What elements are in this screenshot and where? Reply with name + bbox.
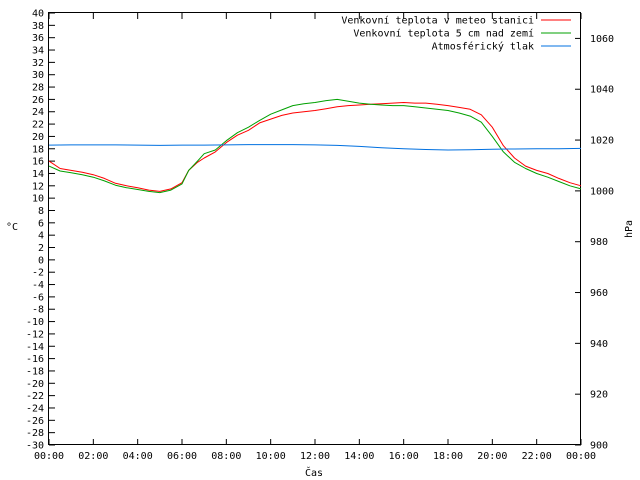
- y-tick-label: 40: [32, 9, 44, 20]
- y2-tick-label: 920: [590, 390, 608, 401]
- axes: 00:00 02:00 04:00 06:00 08:00 10:00 12:00 14:00…: [26, 9, 614, 463]
- series-layer: [48, 98, 582, 194]
- legend: Venkovní teplota v meteo staniciVenkovní…: [341, 15, 571, 53]
- x-axis-label: Čas: [305, 466, 323, 479]
- x-tick-label: 16:00: [389, 451, 419, 462]
- y-tick-label: 4: [38, 231, 44, 242]
- x-tick-label: 14:00: [344, 451, 374, 462]
- series-line-1: [48, 102, 582, 192]
- y2-tick-label: 960: [590, 288, 608, 299]
- y-tick-label: 2: [38, 243, 44, 254]
- x-tick-label: 20:00: [477, 451, 507, 462]
- y-tick-label: -12: [26, 329, 44, 340]
- y-tick-label: -20: [26, 379, 44, 390]
- y-tick-label: -4: [32, 280, 44, 291]
- y-tick-label: -6: [32, 292, 44, 303]
- x-tick-label: 12:00: [300, 451, 330, 462]
- y2-axis-label: hPa: [624, 220, 635, 238]
- y-tick-label: 38: [32, 21, 44, 32]
- legend-label-2: Venkovní teplota 5 cm nad zemí: [353, 28, 534, 40]
- y-tick-label: -8: [32, 305, 44, 316]
- y-tick-label: -26: [26, 416, 44, 427]
- y-tick-label: 6: [38, 218, 44, 229]
- y-tick-label: 10: [32, 194, 44, 205]
- y-tick-label: -28: [26, 428, 44, 439]
- y-axis-label: °C: [6, 222, 18, 233]
- series-line-2: [48, 98, 582, 194]
- x-tick-label: 02:00: [78, 451, 108, 462]
- x-tick-label: 06:00: [167, 451, 197, 462]
- x-tick-label: 00:00: [34, 451, 64, 462]
- y2-tick-label: 1040: [590, 85, 614, 96]
- y-tick-label: 36: [32, 33, 44, 44]
- y-tick-label: 24: [32, 107, 44, 118]
- y2-tick-label: 1000: [590, 186, 614, 197]
- y2-tick-label: 1020: [590, 136, 614, 147]
- y-tick-label: -16: [26, 354, 44, 365]
- x-tick-label: 08:00: [211, 451, 241, 462]
- y2-tick-label: 940: [590, 339, 608, 350]
- x-tick-label: 18:00: [433, 451, 463, 462]
- legend-label-1: Venkovní teplota v meteo stanici: [341, 15, 534, 27]
- y-tick-label: -30: [26, 441, 44, 452]
- y-tick-label: 30: [32, 70, 44, 81]
- y-tick-label: 18: [32, 144, 44, 155]
- x-tick-label: 04:00: [123, 451, 153, 462]
- y-tick-label: 28: [32, 83, 44, 94]
- x-tick-label: 00:00: [566, 451, 596, 462]
- y-tick-label: 8: [38, 206, 44, 217]
- y2-tick-label: 1060: [590, 34, 614, 45]
- y-tick-label: 14: [32, 169, 44, 180]
- legend-label-3: Atmosférický tlak: [432, 41, 534, 53]
- y2-tick-label: 900: [590, 441, 608, 452]
- y-tick-label: 20: [32, 132, 44, 143]
- y-tick-label: -24: [26, 403, 44, 414]
- y-tick-label: 0: [38, 255, 44, 266]
- y-tick-label: 26: [32, 95, 44, 106]
- y-tick-label: 12: [32, 181, 44, 192]
- plot-frame: [48, 12, 581, 445]
- y-tick-label: -10: [26, 317, 44, 328]
- y-tick-label: 34: [32, 46, 44, 57]
- y2-tick-label: 980: [590, 237, 608, 248]
- x-tick-label: 10:00: [256, 451, 286, 462]
- y-tick-label: -18: [26, 366, 44, 377]
- x-tick-label: 22:00: [522, 451, 552, 462]
- series-line-3: [48, 144, 582, 151]
- y-tick-label: 22: [32, 120, 44, 131]
- y-tick-label: -22: [26, 391, 44, 402]
- y-tick-label: 32: [32, 58, 44, 69]
- y-tick-label: -2: [32, 268, 44, 279]
- y-tick-label: -14: [26, 342, 44, 353]
- y-tick-label: 16: [32, 157, 44, 168]
